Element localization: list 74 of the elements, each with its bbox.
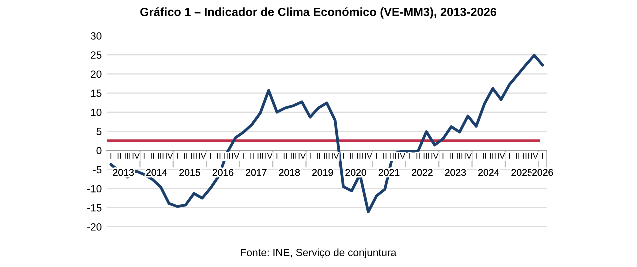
x-tick-label: I: [542, 153, 544, 159]
x-tick-label: II: [450, 153, 454, 159]
x-tick-label: II: [483, 153, 486, 159]
annotation: 2026: [532, 169, 554, 176]
x-tick-label: II: [184, 153, 188, 159]
x-tick-label: III: [291, 153, 296, 159]
x-tick-label: II: [384, 153, 387, 159]
x-tick-label: III: [358, 153, 363, 159]
x-tick-label: II: [350, 153, 354, 159]
x-tick-label: I: [343, 153, 344, 159]
annotation: 2019: [312, 169, 334, 176]
x-tick-label: III: [390, 153, 396, 159]
x-tick-label: IV: [332, 153, 340, 159]
x-tick-label: I: [144, 153, 145, 159]
annotation: 2022: [412, 169, 433, 176]
x-tick-label: III: [224, 153, 230, 159]
x-tick-label: I: [210, 153, 212, 159]
x-tick-label: IV: [498, 153, 506, 159]
chart-title: Gráfico 1 – Indicador de Clima Económico (VE-MM3), 2013-2026: [140, 8, 497, 19]
x-tick-label: III: [324, 153, 330, 159]
y-tick-label: -10: [88, 185, 102, 193]
x-tick-label: II: [218, 153, 221, 159]
x-tick-label: III: [424, 153, 430, 159]
x-tick-label: III: [258, 153, 264, 159]
x-tick-label: IV: [432, 153, 439, 159]
source-note: Fonte: INE, Serviço de conjuntura: [241, 248, 397, 259]
x-tick-label: IV: [132, 153, 140, 159]
annotation: 2015: [180, 169, 200, 176]
x-tick-label: I: [442, 153, 444, 159]
x-tick-label: II: [151, 153, 154, 159]
x-tick-label: III: [524, 153, 529, 159]
x-tick-label: III: [490, 153, 496, 159]
x-tick-label: I: [110, 153, 112, 159]
x-tick-label: IV: [531, 153, 538, 159]
x-tick-label: I: [509, 153, 510, 159]
y-tick-label: -15: [88, 204, 102, 212]
x-tick-label: IV: [365, 153, 372, 159]
x-tick-label: II: [416, 153, 420, 159]
x-tick-label: IV: [199, 153, 206, 159]
x-tick-label: III: [158, 153, 164, 159]
y-tick-label: 0: [96, 147, 102, 154]
annotation: 2024: [478, 169, 500, 176]
x-tick-label: IV: [266, 153, 273, 159]
x-tick-label: I: [310, 153, 311, 159]
x-tick-label: II: [118, 153, 121, 159]
annotation: 2020: [346, 169, 366, 176]
y-tick-label: 10: [91, 108, 102, 116]
x-tick-label: II: [317, 153, 320, 159]
annotation: 2017: [246, 169, 267, 176]
annotation: 2023: [445, 169, 466, 176]
x-tick-label: I: [177, 153, 178, 159]
x-tick-label: I: [376, 153, 378, 159]
x-tick-label: IV: [232, 153, 240, 159]
y-tick-label: 30: [90, 32, 102, 40]
x-tick-label: II: [284, 153, 288, 159]
x-tick-label: IV: [398, 153, 406, 159]
x-tick-label: III: [125, 153, 130, 159]
x-tick-label: I: [476, 153, 477, 159]
x-tick-label: IV: [298, 153, 306, 159]
x-tick-label: III: [457, 153, 463, 159]
y-tick-label: 20: [91, 70, 102, 78]
y-tick-label: -5: [93, 166, 102, 174]
x-tick-label: IV: [166, 153, 174, 159]
x-tick-label: III: [191, 153, 197, 159]
x-tick-label: I: [276, 153, 278, 159]
y-tick-label: 5: [96, 128, 102, 136]
x-tick-label: II: [516, 153, 520, 159]
y-tick-label: 25: [91, 52, 102, 59]
annotation: 2014: [146, 169, 168, 176]
annotation: 2018: [279, 169, 300, 176]
y-tick-label: -20: [88, 224, 102, 231]
x-tick-label: II: [250, 153, 254, 159]
y-tick-label: 15: [91, 90, 102, 98]
x-tick-label: IV: [464, 153, 472, 159]
